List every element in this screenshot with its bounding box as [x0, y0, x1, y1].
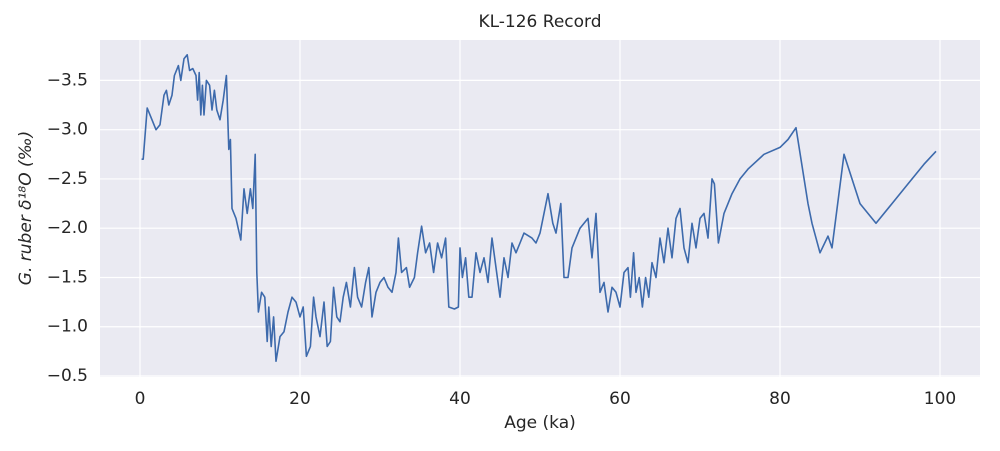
y-tick-label: −1.5 [47, 267, 88, 287]
y-tick-label: −1.0 [47, 317, 88, 337]
y-tick-label: −2.0 [47, 218, 88, 238]
y-tick-label: −0.5 [47, 366, 88, 386]
x-tick-label: 100 [924, 389, 956, 409]
x-tick-label: 40 [449, 389, 471, 409]
x-tick-label: 60 [609, 389, 631, 409]
data-line [141, 54, 937, 362]
chart-title: KL-126 Record [478, 12, 601, 32]
y-tick-label: −3.0 [47, 120, 88, 140]
x-axis-label: Age (ka) [504, 413, 576, 433]
y-axis-label: G. ruber δ¹⁸O (‰) [16, 131, 36, 285]
y-tick-label: −3.5 [47, 70, 88, 90]
x-tick-label: 0 [135, 389, 146, 409]
y-tick-label: −2.5 [47, 169, 88, 189]
x-tick-label: 80 [769, 389, 791, 409]
x-tick-label: 20 [289, 389, 311, 409]
